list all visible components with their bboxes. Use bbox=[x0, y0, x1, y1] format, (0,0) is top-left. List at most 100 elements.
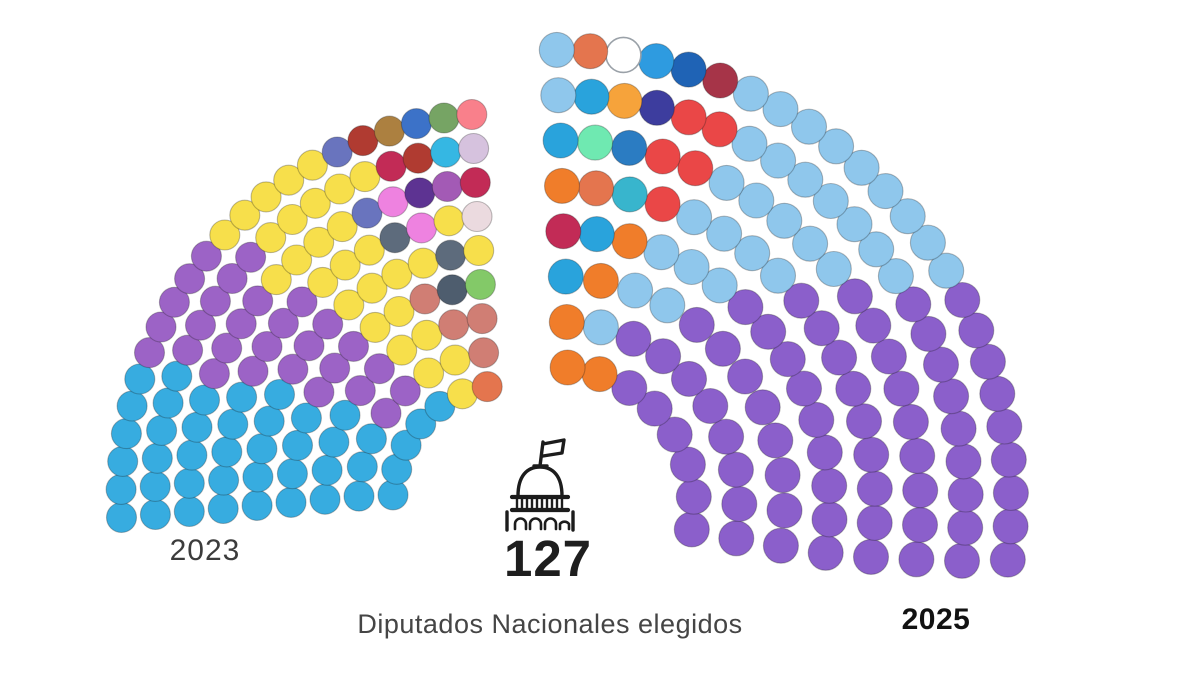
seat-dot-2025 bbox=[945, 443, 982, 480]
seat-dot-2025 bbox=[895, 286, 932, 323]
seat-dot-2023 bbox=[141, 442, 173, 474]
seat-dot-2025 bbox=[969, 343, 1006, 380]
year-label-2025: 2025 bbox=[901, 603, 971, 636]
seat-dot-2025 bbox=[670, 99, 707, 136]
seat-dot-2023 bbox=[241, 489, 273, 521]
seat-dot-2023 bbox=[373, 115, 405, 147]
year-label-2023: 2023 bbox=[169, 534, 241, 567]
seat-dot-2025 bbox=[677, 150, 714, 187]
seat-dot-2025 bbox=[760, 142, 797, 179]
seat-dot-2025 bbox=[649, 287, 686, 324]
seat-dot-2023 bbox=[413, 357, 445, 389]
seat-dot-2025 bbox=[843, 149, 880, 186]
seat-dot-2025 bbox=[692, 387, 729, 425]
seat-dot-2025 bbox=[853, 436, 890, 473]
seat-dot-2025 bbox=[870, 338, 907, 375]
seat-dot-2023 bbox=[139, 498, 171, 531]
seat-dot-2023 bbox=[466, 303, 498, 335]
seat-dot-2023 bbox=[188, 384, 221, 416]
seat-dot-2025 bbox=[792, 225, 829, 262]
seat-dot-2025 bbox=[545, 213, 582, 250]
seat-dot-2023 bbox=[242, 285, 274, 317]
seat-dot-2023 bbox=[276, 203, 308, 236]
seat-dot-2025 bbox=[901, 506, 939, 543]
seat-dot-2023 bbox=[172, 334, 204, 366]
seat-dot-2023 bbox=[402, 142, 434, 174]
seat-dot-2025 bbox=[762, 91, 799, 128]
seat-dot-2023 bbox=[390, 429, 422, 461]
seat-dot-2023 bbox=[181, 411, 213, 443]
seat-dot-2023 bbox=[146, 414, 178, 446]
seat-dot-2025 bbox=[717, 451, 754, 488]
seat-dot-2023 bbox=[386, 334, 418, 366]
seat-dot-2023 bbox=[174, 263, 206, 295]
seat-dot-2025 bbox=[986, 408, 1023, 445]
seat-dot-2023 bbox=[250, 181, 282, 213]
seat-dot-2023 bbox=[430, 136, 462, 168]
seat-dot-2023 bbox=[176, 439, 208, 471]
seat-dot-2023 bbox=[405, 408, 437, 440]
seat-dot-2023 bbox=[400, 108, 432, 140]
seat-dot-2025 bbox=[678, 306, 715, 343]
seat-dot-2023 bbox=[303, 376, 335, 408]
seat-dot-2023 bbox=[184, 309, 217, 341]
seat-dot-2025 bbox=[706, 215, 743, 252]
seat-dot-2023 bbox=[356, 272, 388, 304]
seat-dot-2023 bbox=[216, 262, 248, 295]
seat-dot-2025 bbox=[669, 446, 706, 483]
seat-dot-2025 bbox=[764, 457, 801, 494]
seat-dot-2023 bbox=[311, 454, 343, 486]
seat-dot-2023 bbox=[293, 330, 325, 362]
seat-dot-2025 bbox=[922, 346, 960, 383]
seat-dot-2023 bbox=[355, 423, 387, 455]
seat-dot-2023 bbox=[464, 268, 496, 301]
seat-dot-2023 bbox=[456, 98, 488, 131]
seat-dot-2023 bbox=[267, 307, 299, 339]
seat-dot-2023 bbox=[383, 295, 415, 328]
seat-dot-2023 bbox=[375, 150, 407, 182]
seat-dot-2023 bbox=[347, 125, 379, 157]
seat-dot-2023 bbox=[299, 187, 331, 219]
seat-dot-2025 bbox=[811, 501, 848, 538]
seat-dot-2025 bbox=[877, 258, 914, 295]
seat-dot-2025 bbox=[811, 467, 848, 504]
seat-dot-2023 bbox=[349, 161, 381, 193]
seat-dot-2025 bbox=[644, 138, 681, 175]
hemicycle-2025 bbox=[538, 31, 1029, 579]
seat-dot-2025 bbox=[769, 341, 806, 378]
seat-dot-2023 bbox=[145, 311, 177, 343]
seat-dot-2023 bbox=[326, 211, 358, 243]
seat-dot-2023 bbox=[296, 149, 328, 181]
seat-dot-2023 bbox=[407, 247, 439, 279]
seat-dot-2025 bbox=[992, 474, 1029, 511]
seat-dot-2025 bbox=[675, 478, 712, 515]
seat-dot-2023 bbox=[319, 352, 351, 384]
seat-dot-2023 bbox=[381, 258, 413, 290]
seat-dot-2023 bbox=[226, 381, 258, 413]
seat-dot-2025 bbox=[892, 403, 929, 440]
seat-dot-2025 bbox=[549, 349, 586, 386]
seat-dot-2025 bbox=[759, 257, 797, 294]
seat-dot-2023 bbox=[133, 337, 166, 369]
seat-dot-2025 bbox=[701, 111, 738, 148]
seat-dot-2023 bbox=[281, 244, 313, 276]
seat-dot-2025 bbox=[818, 128, 855, 165]
seat-dot-2023 bbox=[370, 397, 402, 429]
seat-dot-2023 bbox=[433, 205, 465, 237]
seat-dot-2025 bbox=[543, 167, 581, 204]
seat-dot-2025 bbox=[573, 78, 610, 115]
seat-dot-2025 bbox=[611, 129, 648, 166]
seat-dot-2025 bbox=[617, 272, 654, 309]
seat-dot-2023 bbox=[333, 289, 365, 321]
seat-dot-2025 bbox=[858, 231, 895, 268]
seat-dot-2025 bbox=[727, 358, 764, 395]
seat-dot-2025 bbox=[757, 422, 794, 459]
seat-dot-2023 bbox=[207, 492, 239, 525]
seat-dot-2025 bbox=[731, 125, 768, 162]
seat-dot-2025 bbox=[943, 542, 981, 579]
seat-dot-2023 bbox=[209, 219, 241, 251]
seat-dot-2025 bbox=[732, 75, 769, 112]
seat-dot-2025 bbox=[867, 173, 904, 210]
seat-dot-2023 bbox=[463, 234, 495, 267]
seat-dot-2023 bbox=[389, 375, 421, 407]
